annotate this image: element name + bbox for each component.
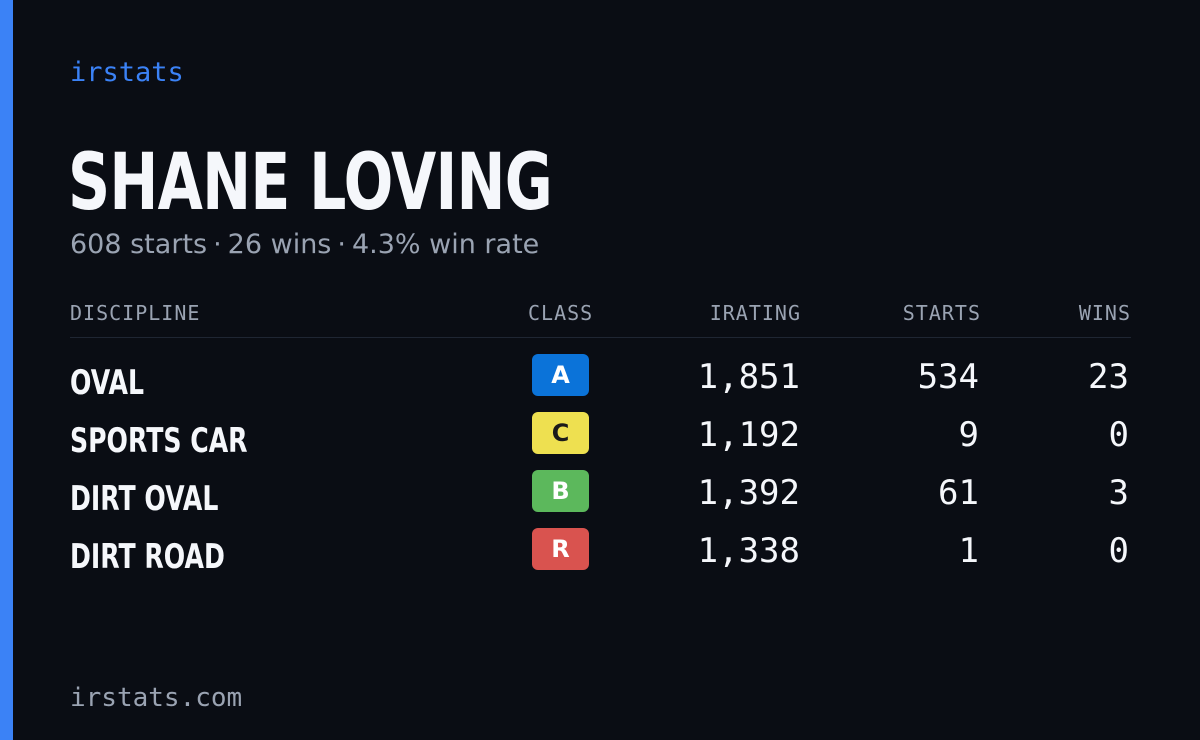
table-row: OVAL A 1,851 534 23	[70, 354, 1131, 404]
summary-starts: 608 starts	[70, 229, 208, 260]
starts-value: 9	[958, 415, 979, 455]
wins-value: 0	[1108, 415, 1129, 455]
player-summary: 608 starts · 26 wins · 4.3% win rate	[70, 228, 539, 262]
discipline-name: DIRT OVAL	[70, 479, 219, 519]
footer-site-link: irstats.com	[70, 683, 243, 713]
license-class-badge: C	[532, 412, 589, 454]
table-row: DIRT ROAD R 1,338 1 0	[70, 528, 1131, 578]
starts-value: 1	[958, 531, 979, 571]
summary-wins: 26 wins	[227, 229, 332, 260]
wins-value: 0	[1108, 531, 1129, 571]
brand-logo-text: irstats	[70, 57, 184, 88]
discipline-name: OVAL	[70, 363, 144, 403]
column-header-discipline: DISCIPLINE	[70, 301, 201, 325]
summary-separator: ·	[337, 229, 346, 260]
irating-value: 1,338	[697, 531, 800, 571]
column-header-starts: STARTS	[902, 301, 981, 325]
license-class-badge: A	[532, 354, 589, 396]
discipline-name: DIRT ROAD	[70, 537, 225, 577]
summary-separator: ·	[213, 229, 222, 260]
irating-value: 1,851	[697, 357, 800, 397]
wins-value: 23	[1088, 357, 1129, 397]
license-class-badge: R	[532, 528, 589, 570]
column-header-class: CLASS	[528, 301, 594, 325]
player-name: SHANE LOVING	[68, 138, 553, 228]
table-row: SPORTS CAR C 1,192 9 0	[70, 412, 1131, 462]
table-row: DIRT OVAL B 1,392 61 3	[70, 470, 1131, 520]
irating-value: 1,392	[697, 473, 800, 513]
stats-table-header: DISCIPLINE CLASS IRATING STARTS WINS	[70, 300, 1131, 338]
column-header-irating: IRATING	[709, 301, 801, 325]
discipline-name: SPORTS CAR	[70, 421, 248, 461]
summary-win-rate: 4.3% win rate	[351, 229, 540, 260]
accent-bar	[0, 0, 13, 740]
wins-value: 3	[1108, 473, 1129, 513]
starts-value: 534	[917, 357, 979, 397]
irating-value: 1,192	[697, 415, 800, 455]
license-class-badge: B	[532, 470, 589, 512]
starts-value: 61	[938, 473, 979, 513]
column-header-wins: WINS	[1078, 301, 1131, 325]
